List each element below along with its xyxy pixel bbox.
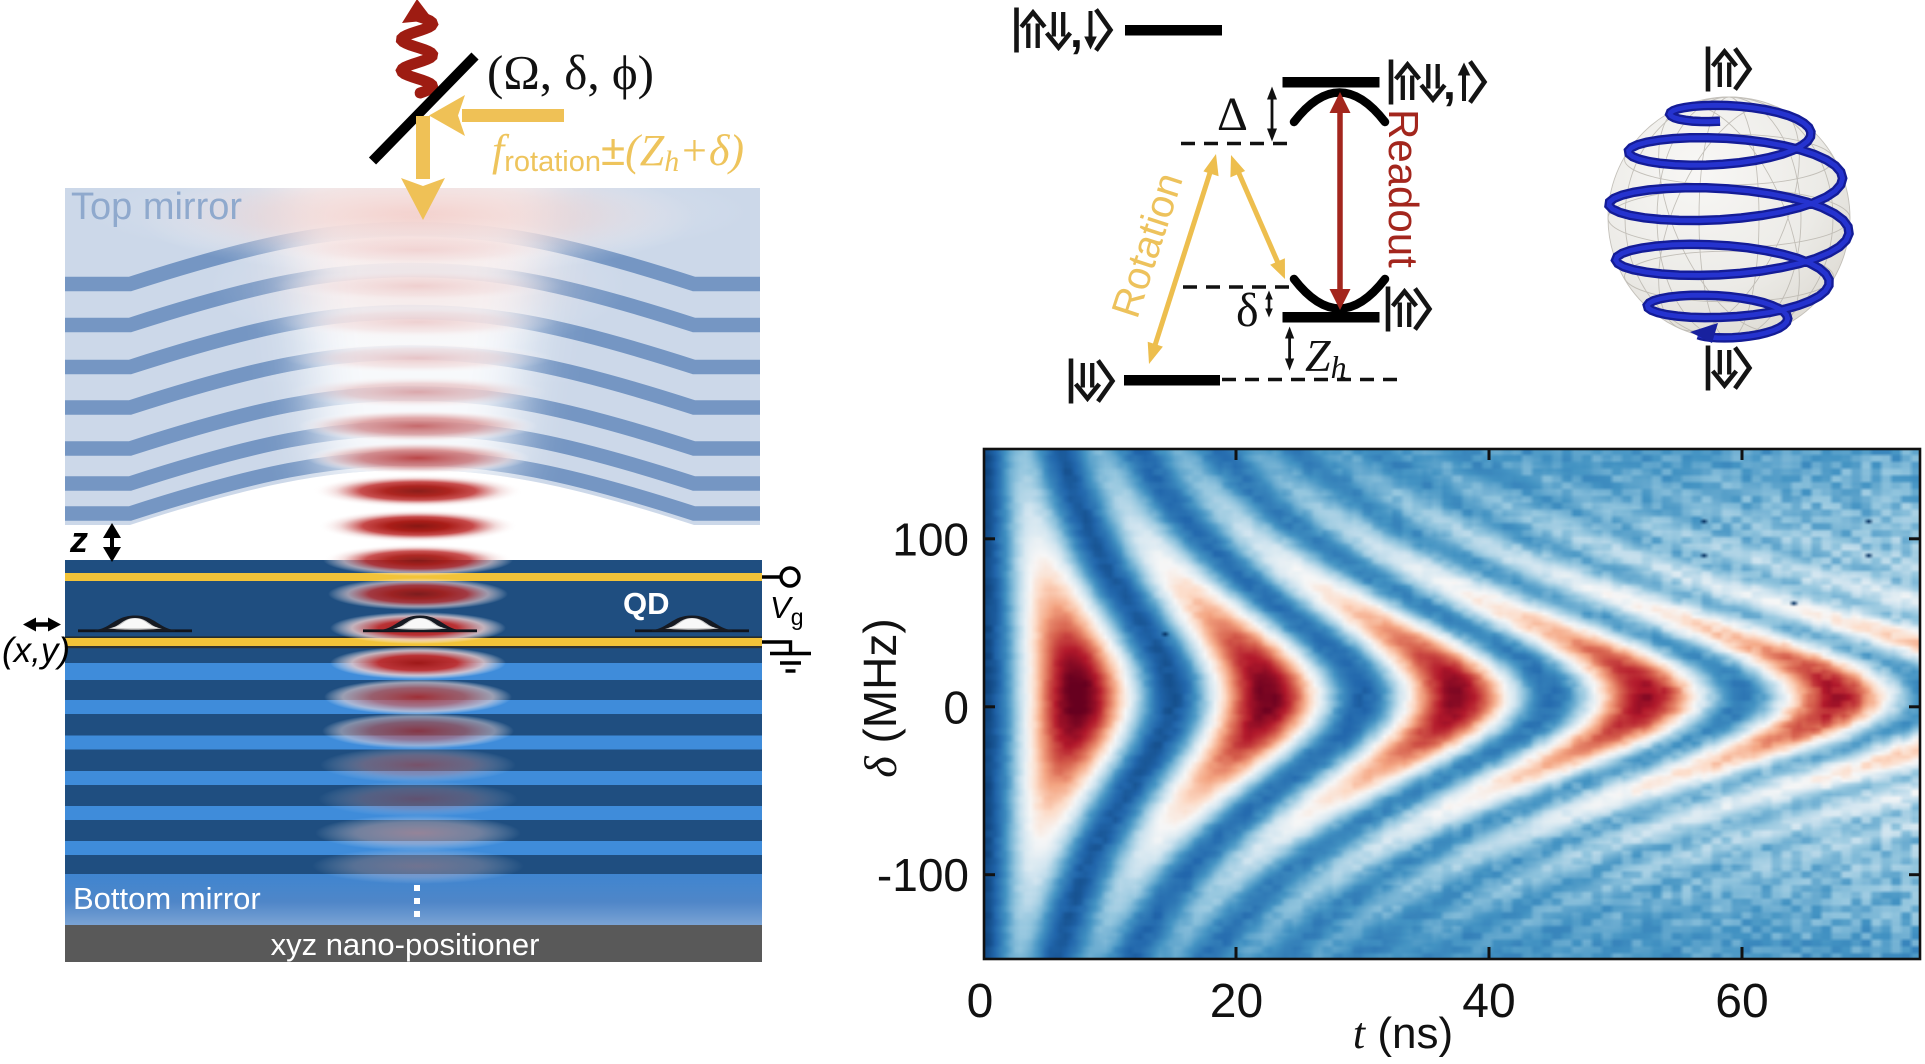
- svg-text:QD: QD: [623, 586, 670, 621]
- svg-text:0: 0: [967, 975, 994, 1028]
- svg-text:,: ,: [1443, 57, 1456, 109]
- svg-text:Readout: Readout: [1380, 109, 1427, 268]
- svg-text:40: 40: [1462, 975, 1515, 1028]
- svg-text:100: 100: [892, 513, 969, 565]
- svg-text:z: z: [69, 519, 88, 560]
- svg-text:Rotation: Rotation: [1104, 168, 1192, 323]
- svg-text:δ: δ: [1236, 284, 1259, 337]
- svg-text:,: ,: [1070, 5, 1083, 57]
- svg-text:Δ: Δ: [1217, 88, 1248, 141]
- svg-text:Vg: Vg: [770, 590, 803, 630]
- svg-text:Zh: Zh: [1305, 330, 1347, 385]
- svg-text:frotation±(Zh+δ): frotation±(Zh+δ): [492, 126, 744, 178]
- svg-text:(Ω, δ, ϕ): (Ω, δ, ϕ): [487, 45, 654, 100]
- svg-text:60: 60: [1715, 975, 1768, 1028]
- svg-text:-100: -100: [877, 849, 969, 901]
- svg-text:0: 0: [943, 681, 969, 733]
- svg-text:Top mirror: Top mirror: [71, 186, 242, 228]
- svg-text:(x,y): (x,y): [2, 631, 70, 670]
- svg-text:20: 20: [1210, 975, 1263, 1028]
- svg-text:t (ns): t (ns): [1353, 1009, 1453, 1058]
- svg-text:δ (MHz): δ (MHz): [854, 618, 906, 777]
- svg-text:xyz nano-positioner: xyz nano-positioner: [271, 927, 540, 962]
- svg-text:Bottom mirror: Bottom mirror: [73, 881, 261, 916]
